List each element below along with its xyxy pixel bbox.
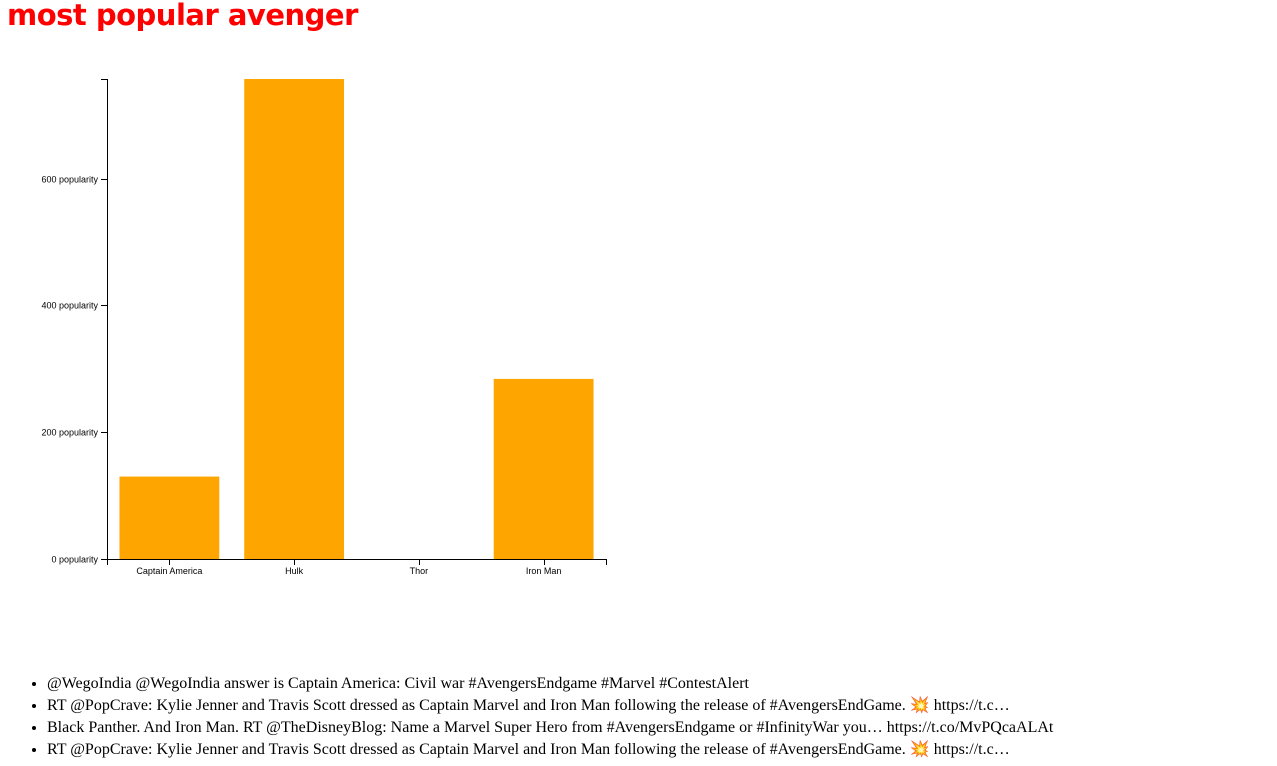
y-axis: 0 popularity 200 popularity 400 popularity… — [41, 79, 108, 564]
x-tick-label: Thor — [410, 566, 429, 576]
x-tick-label: Hulk — [285, 566, 304, 576]
tweet-item: RT @PopCrave: Kylie Jenner and Travis Sc… — [47, 695, 1053, 717]
y-tick-label: 600 popularity — [41, 174, 98, 184]
page-title: most popular avenger — [7, 0, 358, 32]
bar — [119, 476, 220, 559]
tweet-item: @WegoIndia @WegoIndia answer is Captain … — [47, 673, 1053, 695]
x-tick-label: Captain America — [136, 566, 202, 576]
x-tick-label: Iron Man — [526, 566, 562, 576]
tweet-item: Black Panther. And Iron Man. RT @TheDisn… — [47, 717, 1053, 739]
bars — [119, 79, 594, 559]
tweet-item: RT @PopCrave: Kylie Jenner and Travis Sc… — [47, 739, 1053, 761]
bar — [493, 378, 594, 559]
y-tick-label: 0 popularity — [51, 554, 98, 564]
bar — [244, 79, 345, 559]
y-tick-label: 200 popularity — [41, 427, 98, 437]
x-axis: Captain America Hulk Thor Iron Man — [107, 559, 607, 576]
bar-chart: 0 popularity 200 popularity 400 popularity… — [41, 79, 607, 576]
y-tick-label: 400 popularity — [41, 300, 98, 310]
tweet-list: @WegoIndia @WegoIndia answer is Captain … — [47, 673, 1053, 761]
y-axis-line — [101, 79, 108, 560]
x-axis-line — [107, 559, 607, 565]
